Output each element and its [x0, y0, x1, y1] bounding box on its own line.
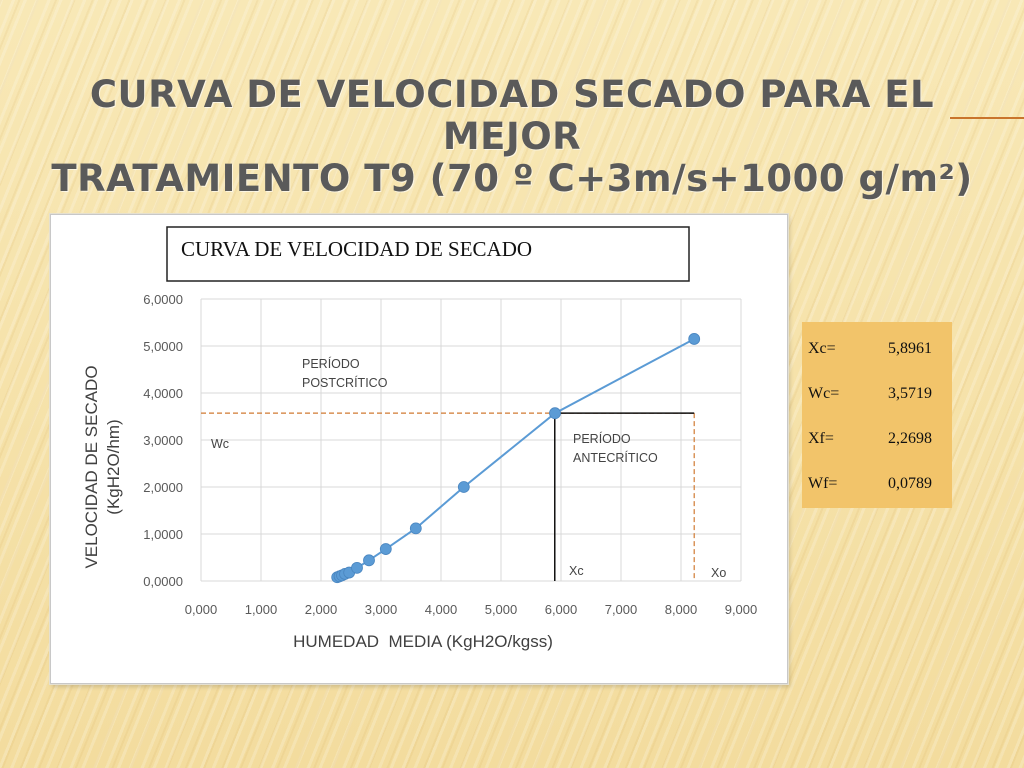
- param-label: Wc=: [808, 385, 840, 402]
- data-point: [409, 522, 422, 535]
- annotation-postcritico-line1: PERÍODO: [302, 356, 360, 371]
- x-tick-label: 7,000: [605, 602, 638, 617]
- data-point: [457, 481, 470, 493]
- y-tick-label: 0,0000: [143, 574, 183, 589]
- x-tick-label: 3,000: [365, 602, 398, 617]
- annotation-xc: Xc: [569, 564, 584, 578]
- x-tick-label: 1,000: [245, 602, 278, 617]
- param-value: 5,8961: [888, 340, 932, 357]
- x-tick-label: 9,000: [725, 602, 758, 617]
- data-point: [363, 554, 375, 567]
- param-label: Xc=: [808, 340, 836, 357]
- x-tick-label: 2,000: [305, 602, 338, 617]
- slide-title-line2: TRATAMIENTO T9 (70 º C+3m/s+1000 g/m²): [51, 157, 973, 200]
- y-axis-label-line2: (KgH2O/hm): [104, 419, 123, 514]
- grid: [200, 298, 742, 582]
- data-point: [351, 561, 363, 574]
- param-label: Xf=: [808, 430, 834, 447]
- drying-rate-chart: CURVA DE VELOCIDAD DE SECADO 0,000 1,000 2…: [82, 226, 757, 651]
- y-tick-label: 1,0000: [143, 527, 183, 542]
- param-value: 2,2698: [888, 430, 932, 447]
- param-value: 0,0789: [888, 475, 932, 492]
- chart-title-box: [166, 226, 690, 282]
- slide-title-line1: CURVA DE VELOCIDAD SECADO PARA EL MEJOR: [89, 73, 935, 158]
- param-value: 3,5719: [888, 385, 932, 402]
- slide-title: CURVA DE VELOCIDAD SECADO PARA EL MEJOR …: [20, 74, 1004, 200]
- x-axis-label: HUMEDAD MEDIA (KgH2O/kgss): [293, 632, 553, 651]
- param-row-xc: Xc= 5,8961: [802, 340, 952, 385]
- param-label: Wf=: [808, 475, 838, 492]
- param-row-wc: Wc= 3,5719: [802, 385, 952, 430]
- annotation-xo: Xo: [711, 566, 726, 580]
- x-tick-label: 8,000: [665, 602, 698, 617]
- y-tick-label: 6,0000: [143, 292, 183, 307]
- data-point: [688, 333, 701, 345]
- reference-lines: [201, 412, 695, 581]
- chart-title: CURVA DE VELOCIDAD DE SECADO: [181, 237, 532, 261]
- param-row-xf: Xf= 2,2698: [802, 430, 952, 475]
- param-row-wf: Wf= 0,0789: [802, 475, 952, 520]
- critical-params-box: Xc= 5,8961 Wc= 3,5719 Xf= 2,2698 Wf= 0,0…: [802, 322, 952, 508]
- axis-ticks: 0,000 1,000 2,000 3,000 4,000 5,000 6,000 7,000…: [143, 292, 757, 617]
- title-accent-rule: [950, 117, 1024, 119]
- y-tick-label: 2,0000: [143, 480, 183, 495]
- x-tick-label: 4,000: [425, 602, 458, 617]
- y-tick-label: 5,0000: [143, 339, 183, 354]
- annotation-wc: Wc: [211, 437, 229, 451]
- data-point: [379, 543, 392, 555]
- y-tick-label: 3,0000: [143, 433, 183, 448]
- annotation-antecritico-line2: ANTECRÍTICO: [573, 450, 658, 465]
- annotation-postcritico-line2: POSTCRÍTICO: [302, 375, 388, 390]
- x-tick-label: 5,000: [485, 602, 518, 617]
- chart-panel: CURVA DE VELOCIDAD DE SECADO 0,000 1,000 2…: [50, 214, 788, 684]
- x-tick-label: 0,000: [185, 602, 218, 617]
- data-point: [549, 407, 561, 420]
- series: [331, 333, 701, 584]
- x-tick-label: 6,000: [545, 602, 578, 617]
- y-axis-label-line1: VELOCIDAD DE SECADO: [82, 365, 101, 568]
- annotation-antecritico-line1: PERÍODO: [573, 431, 631, 446]
- y-tick-label: 4,0000: [143, 386, 183, 401]
